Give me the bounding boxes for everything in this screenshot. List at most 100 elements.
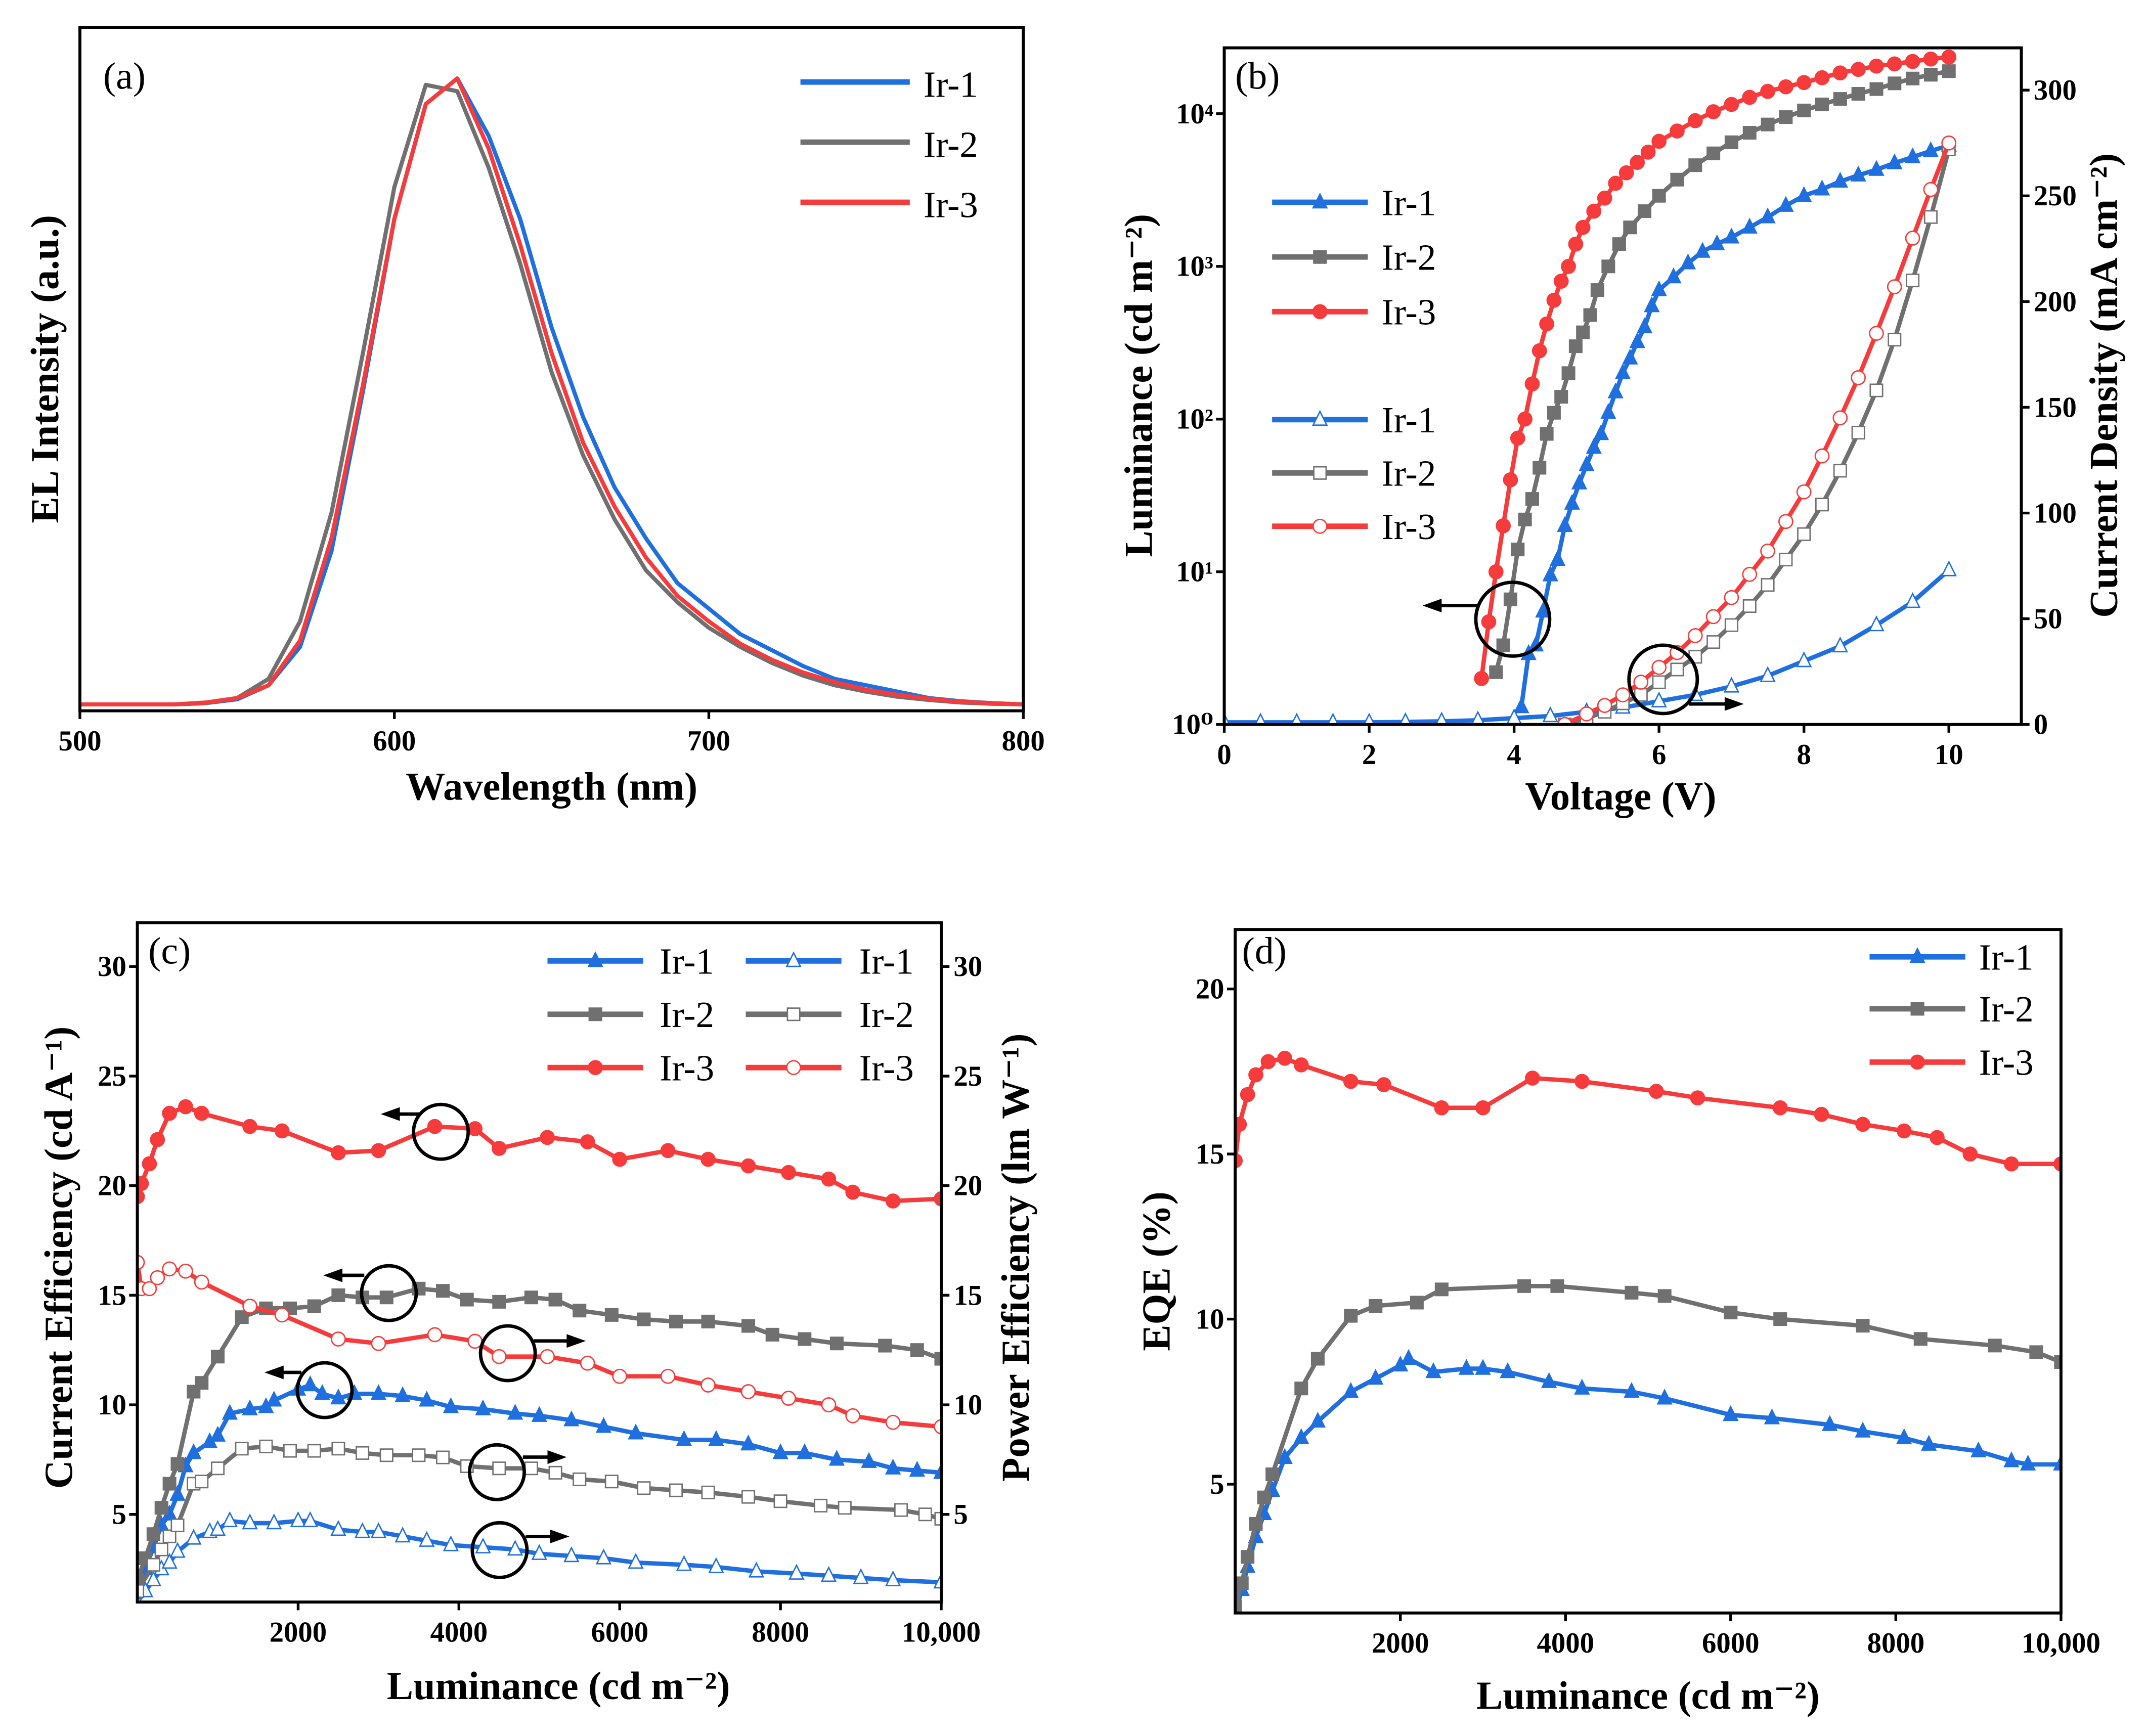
data-point (370, 1384, 387, 1400)
data-point (242, 1299, 257, 1314)
data-point (419, 1391, 435, 1407)
data-point (1913, 1332, 1928, 1346)
data-point (186, 1443, 202, 1459)
data-point (290, 1511, 307, 1527)
data-point (1343, 1382, 1359, 1398)
legend-marker (1312, 410, 1328, 426)
data-point (1648, 1084, 1664, 1099)
data-point (1814, 1106, 1829, 1122)
data-point (142, 1156, 157, 1172)
arrow-head-icon (566, 1334, 586, 1348)
highlight-circle (1627, 643, 1699, 716)
data-point (1724, 590, 1739, 605)
data-point (1557, 516, 1573, 532)
data-point (1525, 1071, 1540, 1086)
data-point (412, 1448, 426, 1462)
legend-label: Ir-2 (1979, 989, 2034, 1030)
data-point (1760, 666, 1776, 682)
data-point (142, 1281, 157, 1297)
legend: Ir-1 Ir-2 Ir-3 Ir-1 Ir-2 Ir-3 (1272, 182, 1436, 547)
series-Ir-1-left (1235, 1349, 2061, 1613)
data-point (1518, 512, 1532, 526)
data-point (1670, 662, 1684, 677)
highlight-circle (470, 1521, 529, 1579)
data-point (660, 1368, 676, 1384)
data-point (845, 1184, 861, 1200)
data-point (524, 1461, 538, 1476)
panel-label: (a) (103, 56, 146, 98)
data-point (1706, 635, 1721, 649)
series-line (80, 76, 1024, 707)
data-point (1680, 253, 1696, 270)
x-tick-label: 8000 (1867, 1627, 1924, 1659)
axis-indicator (264, 1361, 354, 1419)
data-point (838, 1501, 852, 1515)
legend-marker (1910, 1002, 1924, 1016)
data-point (222, 1404, 238, 1420)
data-point (2003, 1451, 2020, 1467)
data-point (1265, 1467, 1280, 1481)
data-point (1400, 1349, 1417, 1365)
data-point (1724, 1306, 1738, 1320)
y2-tick-label: 25 (953, 1060, 982, 1092)
data-point (701, 1377, 716, 1393)
data-point (307, 1299, 321, 1313)
legend-marker (1313, 466, 1327, 480)
data-point (781, 1165, 796, 1180)
plot-frame (78, 26, 1025, 713)
data-point (137, 1176, 149, 1191)
data-point (1657, 1289, 1672, 1303)
legend-entry: Ir-2 (547, 994, 714, 1035)
data-point (1796, 651, 1812, 667)
y2-axis-title: Current Density (mA cm⁻²) (2082, 153, 2126, 618)
data-point (637, 1312, 651, 1326)
data-point (1941, 49, 1957, 65)
data-point (492, 1461, 506, 1476)
data-point (1583, 308, 1597, 322)
data-point (580, 1134, 595, 1149)
data-point (2053, 1454, 2061, 1471)
series-line (80, 76, 1024, 707)
data-point (1888, 76, 1902, 91)
data-point (1636, 317, 1653, 334)
data-point (1941, 135, 1957, 151)
y-axis-title: Current Efficiency (cd A⁻¹) (36, 1027, 80, 1489)
series-line (137, 1104, 941, 1204)
panel-label: (b) (1235, 56, 1280, 98)
x-axis-title: Luminance (cd m⁻²) (387, 1664, 730, 1708)
data-point (1343, 1074, 1359, 1089)
legend-marker (1312, 304, 1328, 320)
data-point (1615, 687, 1631, 702)
x-tick-label: 4 (1507, 739, 1521, 771)
data-point (1277, 1050, 1293, 1066)
data-point (1633, 675, 1649, 690)
data-point (1796, 484, 1812, 500)
data-point (885, 1193, 901, 1209)
data-point (1254, 713, 1266, 725)
data-point (1832, 171, 1849, 188)
data-point (1624, 1382, 1640, 1398)
y-axis-title: EL Intensity (a.u.) (23, 215, 67, 523)
data-point (1612, 237, 1626, 251)
legend-marker (1313, 250, 1327, 264)
chart-panel-d: 2000 4000 6000 8000 10,000 5 10 15 20 (d) Luminanc… (1134, 928, 2100, 1717)
series-Ir-1-right (1224, 560, 1957, 725)
data-point (909, 1460, 926, 1477)
y2-tick-label: 300 (2034, 74, 2077, 106)
data-point (1344, 1309, 1358, 1323)
y2-tick-label: 20 (953, 1170, 982, 1202)
data-point (628, 1423, 644, 1440)
data-point (210, 1461, 225, 1476)
data-point (1850, 165, 1866, 182)
data-point (242, 1399, 258, 1415)
data-point (1517, 411, 1533, 427)
legend-entry: Ir-2 (746, 994, 914, 1035)
series-line (137, 1286, 941, 1581)
data-point (331, 1442, 345, 1456)
data-point (1723, 677, 1740, 693)
data-point (1670, 123, 1685, 139)
data-point (797, 1443, 813, 1459)
data-point (194, 1105, 209, 1121)
data-point (1651, 280, 1667, 296)
legend-label: Ir-1 (859, 941, 914, 982)
